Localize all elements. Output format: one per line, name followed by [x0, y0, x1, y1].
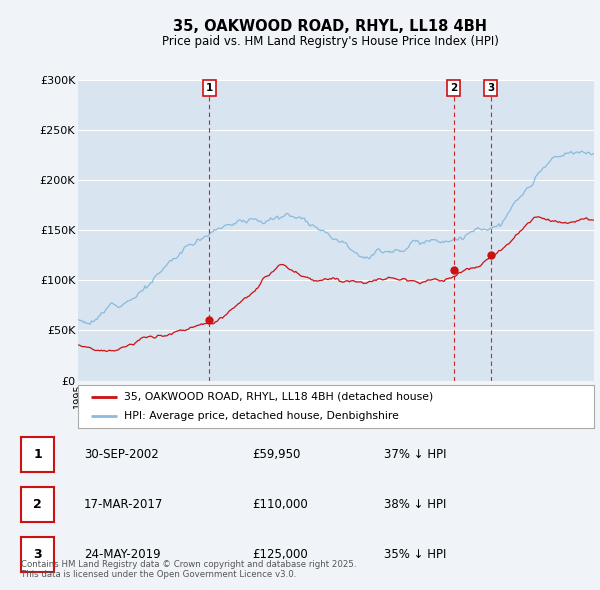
- Text: £110,000: £110,000: [252, 498, 308, 511]
- Text: Price paid vs. HM Land Registry's House Price Index (HPI): Price paid vs. HM Land Registry's House …: [161, 35, 499, 48]
- Text: 1: 1: [205, 83, 213, 93]
- Text: 35% ↓ HPI: 35% ↓ HPI: [384, 548, 446, 561]
- Text: 35, OAKWOOD ROAD, RHYL, LL18 4BH (detached house): 35, OAKWOOD ROAD, RHYL, LL18 4BH (detach…: [124, 392, 434, 402]
- Text: £59,950: £59,950: [252, 448, 301, 461]
- Text: 24-MAY-2019: 24-MAY-2019: [84, 548, 161, 561]
- Text: 38% ↓ HPI: 38% ↓ HPI: [384, 498, 446, 511]
- Text: 3: 3: [33, 548, 42, 561]
- Text: 35, OAKWOOD ROAD, RHYL, LL18 4BH: 35, OAKWOOD ROAD, RHYL, LL18 4BH: [173, 19, 487, 34]
- Text: 17-MAR-2017: 17-MAR-2017: [84, 498, 163, 511]
- Text: 1: 1: [33, 448, 42, 461]
- Text: 3: 3: [487, 83, 494, 93]
- Text: Contains HM Land Registry data © Crown copyright and database right 2025.
This d: Contains HM Land Registry data © Crown c…: [21, 560, 356, 579]
- Text: £125,000: £125,000: [252, 548, 308, 561]
- Text: 2: 2: [450, 83, 457, 93]
- Text: 2: 2: [33, 498, 42, 511]
- Text: 30-SEP-2002: 30-SEP-2002: [84, 448, 159, 461]
- Text: 37% ↓ HPI: 37% ↓ HPI: [384, 448, 446, 461]
- Text: HPI: Average price, detached house, Denbighshire: HPI: Average price, detached house, Denb…: [124, 411, 400, 421]
